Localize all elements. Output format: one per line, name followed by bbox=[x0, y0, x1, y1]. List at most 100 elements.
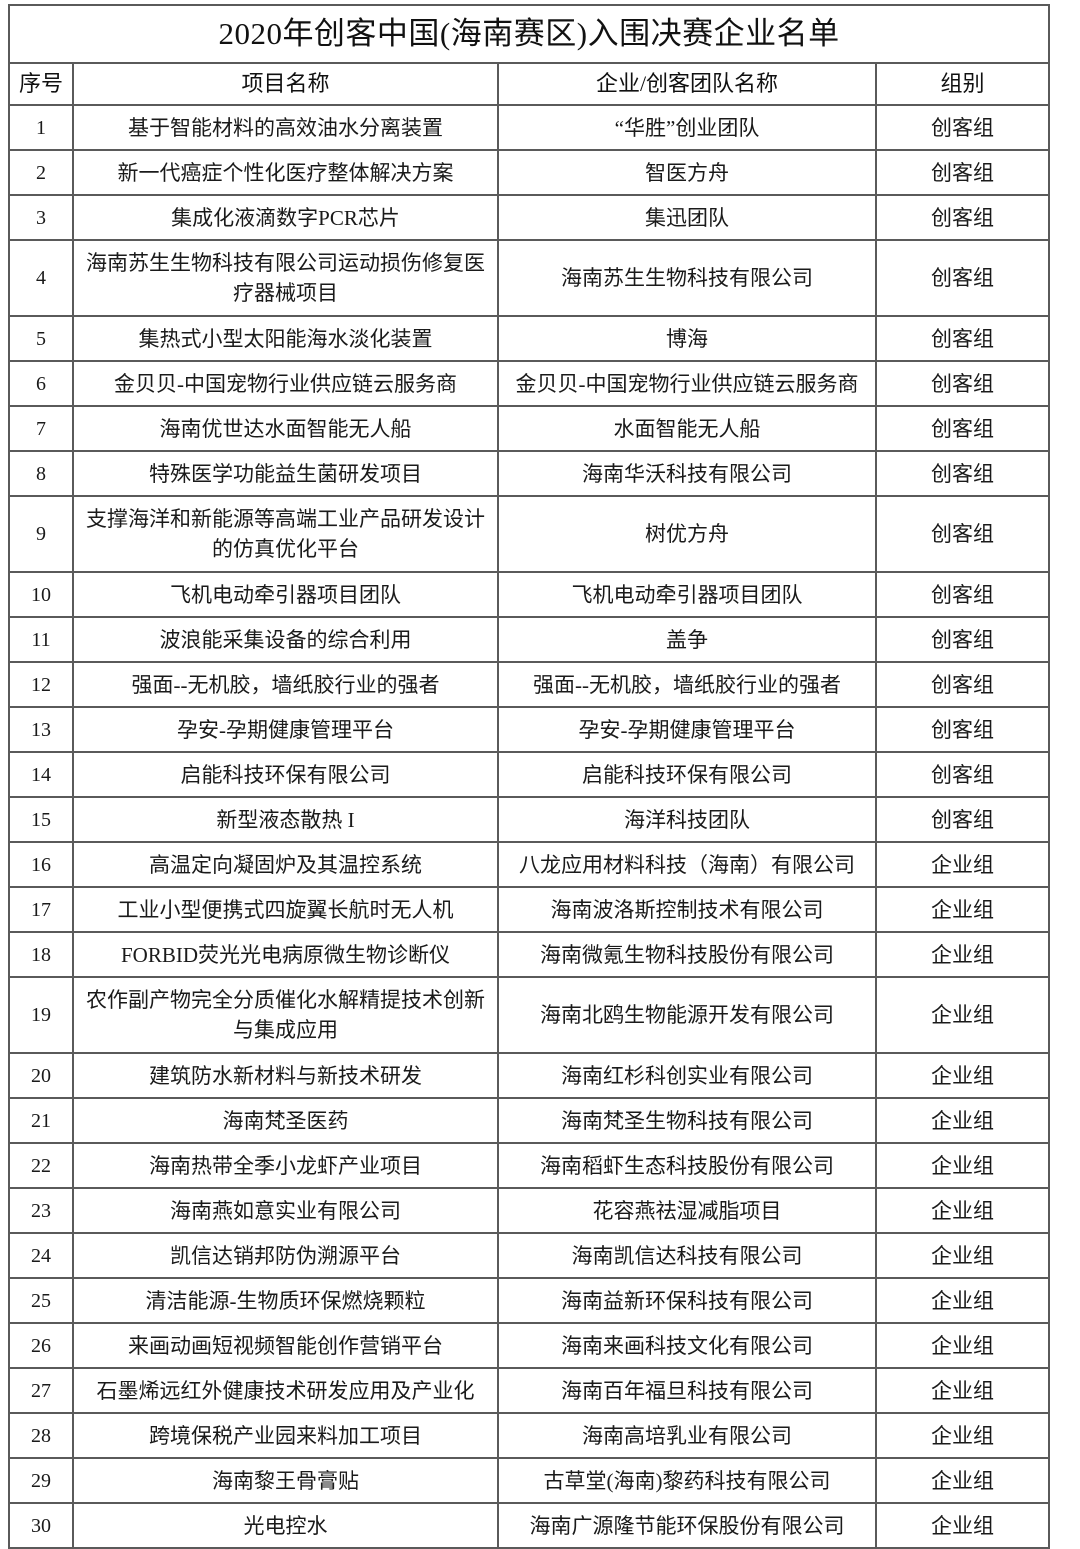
row-group-cell: 企业组 bbox=[874, 1457, 1051, 1504]
page-title: 2020年创客中国(海南赛区)入围决赛企业名单 bbox=[7, 4, 1051, 64]
row-project-cell-text: 基于智能材料的高效油水分离装置 bbox=[128, 115, 443, 140]
row-company-cell: 海南广源隆节能环保股份有限公司 bbox=[497, 1502, 877, 1549]
table-row: 8 特殊医学功能益生菌研发项目 海南华沃科技有限公司 创客组 bbox=[8, 450, 1051, 497]
row-group-cell: 企业组 bbox=[874, 1412, 1051, 1459]
row-index-cell-text: 26 bbox=[31, 1334, 51, 1357]
row-group-cell: 企业组 bbox=[874, 1502, 1051, 1549]
row-index-cell: 21 bbox=[8, 1097, 74, 1144]
row-company-cell-text: 海南高培乳业有限公司 bbox=[582, 1423, 792, 1448]
row-company-cell: 集迅团队 bbox=[497, 194, 877, 241]
row-index-cell-text: 15 bbox=[31, 808, 51, 831]
table-row: 12 强面--无机胶，墙纸胶行业的强者 强面--无机胶，墙纸胶行业的强者 创客组 bbox=[8, 661, 1051, 708]
row-company-cell-text: 海南广源隆节能环保股份有限公司 bbox=[529, 1513, 845, 1538]
row-index-cell: 8 bbox=[8, 450, 74, 497]
row-project-cell: 强面--无机胶，墙纸胶行业的强者 bbox=[72, 661, 499, 708]
row-index-cell: 25 bbox=[8, 1277, 74, 1324]
row-group-cell-text: 创客组 bbox=[931, 672, 995, 697]
row-company-cell-text: 飞机电动牵引器项目团队 bbox=[571, 582, 803, 607]
row-index-cell: 13 bbox=[8, 706, 74, 753]
row-group-cell-text: 企业组 bbox=[931, 1243, 995, 1268]
table-row: 28 跨境保税产业园来料加工项目 海南高培乳业有限公司 企业组 bbox=[8, 1412, 1051, 1459]
row-project-cell: 海南黎王骨膏贴 bbox=[72, 1457, 499, 1504]
row-company-cell-text: 海南华沃科技有限公司 bbox=[582, 461, 792, 486]
document-page: 2020年创客中国(海南赛区)入围决赛企业名单 序号 项目名称 企业/创客团队名… bbox=[7, 4, 1051, 1549]
row-index-cell-text: 9 bbox=[36, 523, 46, 545]
row-project-cell: 海南燕如意实业有限公司 bbox=[72, 1187, 499, 1234]
row-index-cell-text: 4 bbox=[36, 267, 46, 289]
row-project-cell-text: 凯信达销邦防伪溯源平台 bbox=[170, 1243, 401, 1268]
row-project-cell-text: 来画动画短视频智能创作营销平台 bbox=[128, 1333, 443, 1358]
row-index-cell-text: 13 bbox=[31, 718, 51, 741]
row-project-cell-text: 石墨烯远红外健康技术研发应用及产业化 bbox=[96, 1378, 475, 1403]
row-group-cell-text: 企业组 bbox=[931, 942, 995, 967]
row-project-cell-text: 新型液态散热 I bbox=[216, 807, 355, 832]
row-company-cell: 智医方舟 bbox=[497, 149, 877, 196]
row-company-cell-text: 海南苏生生物科技有限公司 bbox=[561, 266, 813, 290]
row-index-cell-text: 10 bbox=[31, 583, 51, 606]
row-project-cell: 新型液态散热 I bbox=[72, 796, 499, 843]
row-company-cell: “华胜”创业团队 bbox=[497, 104, 877, 151]
row-group-cell-text: 创客组 bbox=[931, 582, 995, 607]
row-project-cell-text: 建筑防水新材料与新技术研发 bbox=[149, 1063, 422, 1088]
row-project-cell: 金贝贝-中国宠物行业供应链云服务商 bbox=[72, 360, 499, 407]
table-row: 20 建筑防水新材料与新技术研发 海南红杉科创实业有限公司 企业组 bbox=[8, 1052, 1051, 1099]
row-group-cell-text: 企业组 bbox=[931, 1003, 995, 1027]
row-project-cell-text: 波浪能采集设备的综合利用 bbox=[159, 627, 412, 652]
row-project-cell-text: 金贝贝-中国宠物行业供应链云服务商 bbox=[114, 371, 457, 396]
row-project-cell-text: 海南优世达水面智能无人船 bbox=[159, 416, 412, 441]
row-project-cell-text: 跨境保税产业园来料加工项目 bbox=[149, 1423, 422, 1448]
row-project-cell: 石墨烯远红外健康技术研发应用及产业化 bbox=[72, 1367, 499, 1414]
table-row: 26 来画动画短视频智能创作营销平台 海南来画科技文化有限公司 企业组 bbox=[8, 1322, 1051, 1369]
row-group-cell-text: 创客组 bbox=[931, 807, 995, 832]
table-row: 11 波浪能采集设备的综合利用 盖争 创客组 bbox=[8, 616, 1051, 663]
table-row: 2 新一代癌症个性化医疗整体解决方案 智医方舟 创客组 bbox=[8, 149, 1051, 196]
row-company-cell-text: 集迅团队 bbox=[645, 205, 729, 230]
row-index-cell: 10 bbox=[8, 571, 74, 618]
row-project-cell: 农作副产物完全分质催化水解精提技术创新与集成应用 bbox=[72, 976, 499, 1054]
row-company-cell-text: 古草堂(海南)黎药科技有限公司 bbox=[543, 1468, 831, 1493]
row-company-cell-text: 强面--无机胶，墙纸胶行业的强者 bbox=[533, 672, 841, 697]
row-company-cell: 海南苏生生物科技有限公司 bbox=[497, 239, 877, 317]
row-company-cell-text: 海南益新环保科技有限公司 bbox=[561, 1288, 813, 1313]
row-company-cell-text: 金贝贝-中国宠物行业供应链云服务商 bbox=[515, 371, 859, 396]
row-company-cell-text: 海洋科技团队 bbox=[624, 807, 750, 832]
table-row: 3 集成化液滴数字PCR芯片 集迅团队 创客组 bbox=[8, 194, 1051, 241]
row-company-cell-text: 海南波洛斯控制技术有限公司 bbox=[550, 897, 824, 922]
row-group-cell: 创客组 bbox=[874, 239, 1051, 317]
row-group-cell: 企业组 bbox=[874, 1097, 1051, 1144]
row-group-cell: 创客组 bbox=[874, 751, 1051, 798]
row-company-cell: 海南华沃科技有限公司 bbox=[497, 450, 877, 497]
finalist-company-table: 2020年创客中国(海南赛区)入围决赛企业名单 序号 项目名称 企业/创客团队名… bbox=[7, 4, 1051, 1549]
row-group-cell: 创客组 bbox=[874, 149, 1051, 196]
row-project-cell-text: 高温定向凝固炉及其温控系统 bbox=[149, 852, 422, 877]
row-project-cell-text: 启能科技环保有限公司 bbox=[180, 762, 391, 787]
row-project-cell: 高温定向凝固炉及其温控系统 bbox=[72, 841, 499, 888]
row-group-cell: 企业组 bbox=[874, 886, 1051, 933]
row-index-cell: 23 bbox=[8, 1187, 74, 1234]
row-company-cell: 海南波洛斯控制技术有限公司 bbox=[497, 886, 877, 933]
table-row: 10 飞机电动牵引器项目团队 飞机电动牵引器项目团队 创客组 bbox=[8, 571, 1051, 618]
row-index-cell: 4 bbox=[8, 239, 74, 317]
row-group-cell: 企业组 bbox=[874, 1367, 1051, 1414]
row-group-cell: 企业组 bbox=[874, 931, 1051, 978]
row-index-cell: 1 bbox=[8, 104, 74, 151]
row-index-cell: 16 bbox=[8, 841, 74, 888]
row-project-cell-text: 农作副产物完全分质催化水解精提技术创新与集成应用 bbox=[86, 988, 485, 1042]
row-project-cell: 海南热带全季小龙虾产业项目 bbox=[72, 1142, 499, 1189]
row-index-cell-text: 8 bbox=[36, 462, 46, 485]
row-project-cell-text: 光电控水 bbox=[243, 1513, 328, 1538]
row-company-cell: 海南百年福旦科技有限公司 bbox=[497, 1367, 877, 1414]
column-header-company: 企业/创客团队名称 bbox=[497, 62, 877, 106]
row-project-cell: 飞机电动牵引器项目团队 bbox=[72, 571, 499, 618]
row-group-cell: 创客组 bbox=[874, 706, 1051, 753]
row-index-cell-text: 2 bbox=[36, 161, 46, 184]
row-company-cell-text: “华胜”创业团队 bbox=[614, 115, 760, 140]
row-company-cell: 盖争 bbox=[497, 616, 877, 663]
row-group-cell-text: 创客组 bbox=[931, 717, 995, 742]
row-index-cell: 17 bbox=[8, 886, 74, 933]
row-project-cell: 波浪能采集设备的综合利用 bbox=[72, 616, 499, 663]
row-project-cell-text: 海南梵圣医药 bbox=[222, 1108, 349, 1133]
table-row: 13 孕安-孕期健康管理平台 孕安-孕期健康管理平台 创客组 bbox=[8, 706, 1051, 753]
table-row: 5 集热式小型太阳能海水淡化装置 博海 创客组 bbox=[8, 315, 1051, 362]
row-group-cell: 企业组 bbox=[874, 1232, 1051, 1279]
